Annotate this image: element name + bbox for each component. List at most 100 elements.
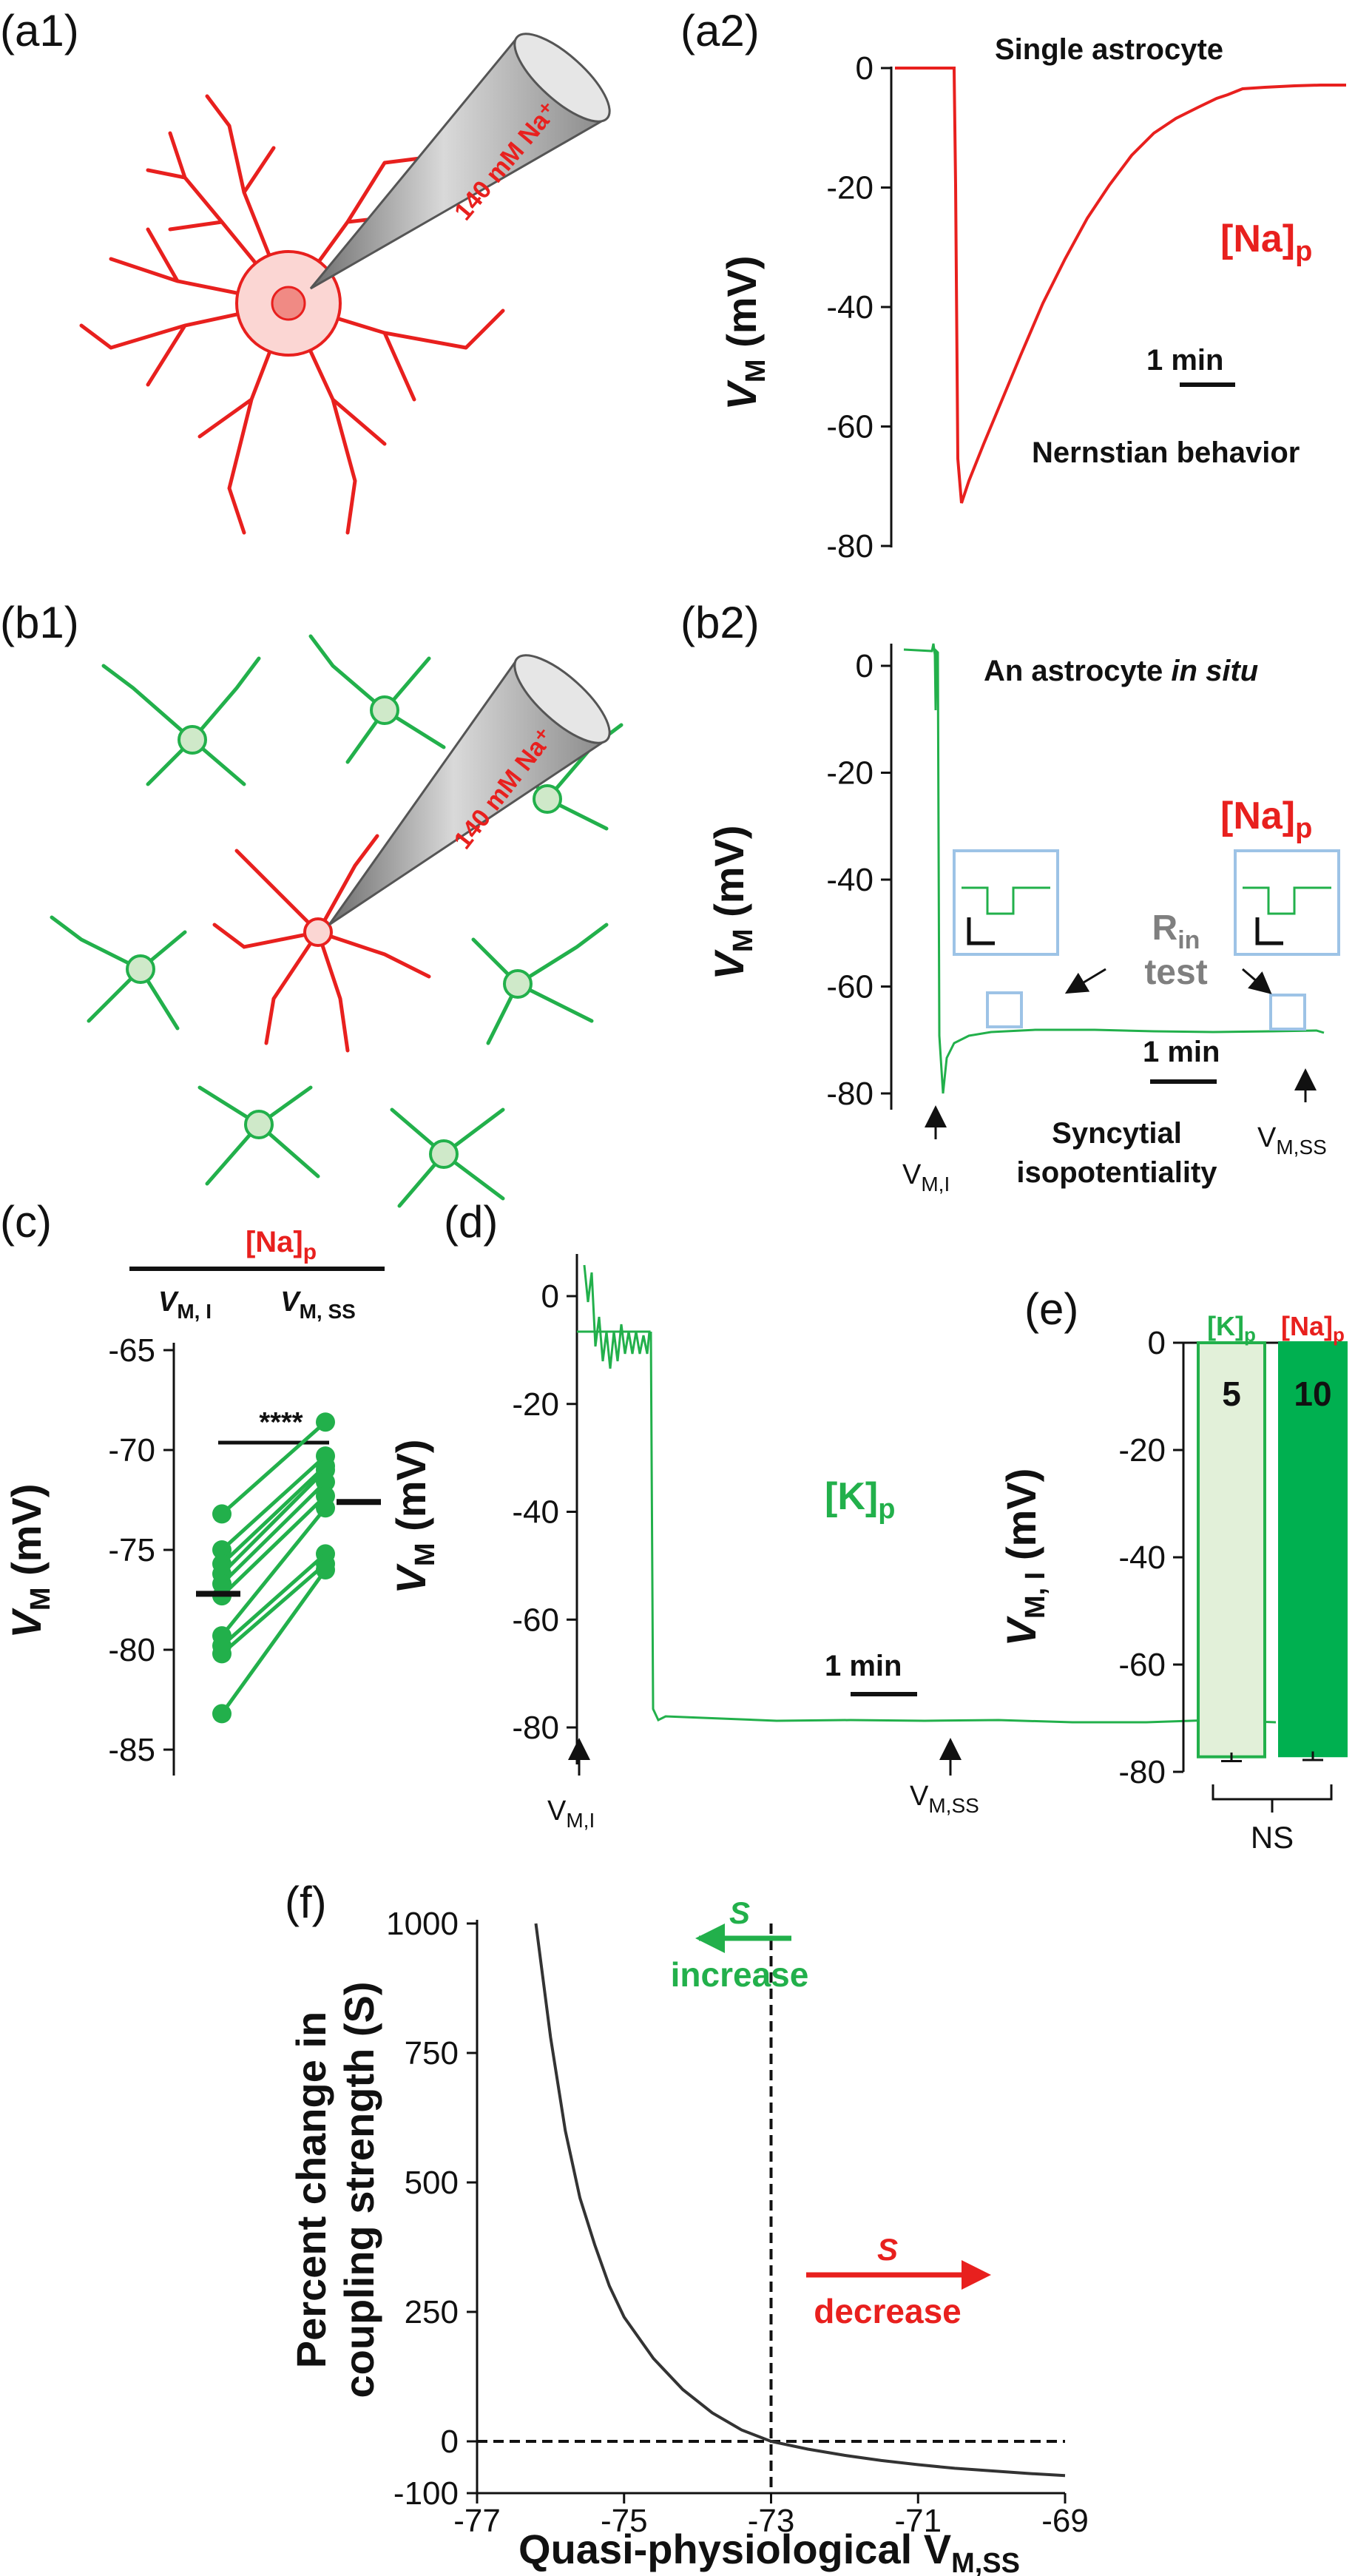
panel-d: (d) 0 -20 -40 -60 -80 VM (mV) [K]p 1 min VM,… [388, 1197, 1277, 1832]
point-vmss [316, 1498, 335, 1518]
y-tick-label: -20 [826, 755, 874, 792]
panel-label-c: (c) [0, 1197, 52, 1247]
y-tick-label: -65 [108, 1332, 155, 1369]
y-tick-label: -60 [826, 409, 874, 445]
header-c: [Na]p [246, 1226, 317, 1264]
y-tick-label: -40 [1118, 1540, 1166, 1576]
y-axis-label-d: VM (mV) [388, 1439, 441, 1594]
vmi-label-b2: VM,I [902, 1159, 950, 1196]
rin-window-left [986, 991, 1023, 1028]
vmi-label-d: VM,I [547, 1796, 595, 1832]
panel-label-b2: (b2) [680, 598, 760, 647]
rin-inset-right [1234, 849, 1340, 956]
x-tick-label: -75 [601, 2503, 648, 2539]
pair-line [220, 1454, 327, 1551]
category-label-k: [K]p [1207, 1311, 1256, 1346]
rin-window-right [1269, 994, 1306, 1031]
y-tick-label: -80 [512, 1710, 559, 1746]
astrocyte-nucleus [271, 286, 306, 321]
arrow-decrease-s: S [877, 2232, 898, 2267]
y-tick-label: -60 [512, 1602, 559, 1638]
pair-line [220, 1480, 327, 1585]
y-tick-label: -20 [826, 170, 874, 206]
title-b2: An astrocyte in situ [984, 655, 1258, 687]
y-tick-label: -80 [826, 528, 874, 564]
y-tick-label: 0 [541, 1278, 559, 1315]
pair-line [220, 1506, 327, 1637]
point-vmss [316, 1412, 335, 1432]
panel-label-a2: (a2) [680, 6, 760, 55]
note-b2-line1: Syncytial [1052, 1117, 1182, 1150]
panel-c: (c) [Na]p VM, I VM, SS -65 -70 -75 -80 -85 V… [0, 1197, 385, 1776]
point-vmi [212, 1504, 232, 1524]
point-vmi [212, 1704, 232, 1724]
col2-label-c: VM, SS [280, 1287, 356, 1323]
significance-c: **** [259, 1407, 303, 1438]
y-tick-label: -60 [1118, 1647, 1166, 1683]
astrocyte-network-green [50, 634, 624, 1208]
ticks-f: 1000 750 500 250 0 -100-77 -75 -73 -71 -69 [386, 1906, 1089, 2539]
astrocyte-network-somas [126, 695, 562, 1169]
point-vmi [212, 1540, 232, 1560]
condition-b2: [Na]p [1220, 795, 1312, 844]
y-axis-label-f-line2: coupling strength (S) [336, 1981, 382, 2398]
y-tick-label: -80 [108, 1632, 155, 1668]
y-tick-label: -40 [826, 862, 874, 898]
y-axis-label-e: VM, I (mV) [998, 1469, 1051, 1647]
n-label-na: 10 [1294, 1375, 1331, 1413]
y-axis-label-a2: VM (mV) [718, 255, 771, 410]
bar [1197, 1341, 1266, 1759]
y-tick-label: 0 [441, 2424, 459, 2460]
y-tick-label: -80 [1118, 1754, 1166, 1790]
arrow-increase-s: S [729, 1895, 750, 1930]
panel-b1: (b1) 140 mM Na⁺ [0, 598, 624, 1208]
arrow-increase-text: increase [671, 1955, 809, 1994]
x-tick-label: -71 [894, 2503, 942, 2539]
paired-points-c [196, 1412, 381, 1724]
title-a2: Single astrocyte [995, 33, 1223, 66]
pipette-b1: 140 mM Na⁺ [328, 654, 611, 926]
y-tick-label: -85 [108, 1732, 155, 1768]
pipette-a1: 140 mM Na⁺ [309, 33, 611, 290]
col1-label-c: VM, I [158, 1287, 212, 1323]
y-tick-label: 1000 [386, 1906, 459, 1942]
panel-label-d: (d) [444, 1197, 498, 1247]
pair-line [220, 1568, 328, 1715]
point-vmi [212, 1644, 232, 1664]
ticks-e: 0 -20 -40 -60 -80 [1118, 1325, 1183, 1790]
category-label-na: [Na]p [1281, 1311, 1345, 1346]
scalebar-label-b2: 1 min [1143, 1036, 1220, 1068]
bars-e [1197, 1341, 1348, 1762]
trace-b2 [903, 643, 1325, 1094]
coupling-curve [534, 1923, 1066, 2478]
rin-arrow-right [1242, 968, 1272, 994]
panel-e: (e) 0-20-40-60-80 VM, I (mV) [K]p [Na]p … [998, 1284, 1348, 1855]
y-tick-label: -60 [826, 969, 874, 1005]
y-tick-label: -100 [393, 2475, 459, 2512]
panel-a1: (a1) 140 mM Na⁺ [0, 6, 611, 535]
ns-bracket [1212, 1784, 1333, 1801]
y-tick-label: -70 [108, 1432, 155, 1469]
ns-label: NS [1251, 1820, 1294, 1855]
ticks-a2: 0 -20 -40 -60 -80 [826, 50, 891, 564]
vmss-label-d: VM,SS [910, 1781, 979, 1817]
note-a2: Nernstian behavior [1032, 436, 1300, 469]
y-tick-label: -20 [512, 1386, 559, 1423]
plot-f [477, 1923, 1066, 2493]
panel-a2: (a2) 0 -20 -40 -60 -80 VM (mV) Single astroc… [680, 6, 1346, 564]
bar [1278, 1341, 1348, 1758]
center-soma [303, 917, 333, 947]
rin-inset-left [953, 849, 1059, 956]
rin-label: Rin [1152, 908, 1200, 954]
point-vmss [316, 1472, 335, 1492]
arrow-decrease-text: decrease [814, 2292, 962, 2330]
rin-test-label: test [1144, 953, 1207, 992]
point-vmss [316, 1560, 335, 1579]
y-tick-label: 0 [1148, 1325, 1166, 1361]
x-axis-label-f: Quasi-physiological VM,SS [518, 2526, 1020, 2576]
y-tick-label: -75 [108, 1532, 155, 1568]
y-tick-label: -20 [1118, 1432, 1166, 1469]
y-tick-label: 500 [405, 2165, 459, 2201]
ticks-b2: 0 -20 -40 -60 -80 [826, 648, 891, 1112]
